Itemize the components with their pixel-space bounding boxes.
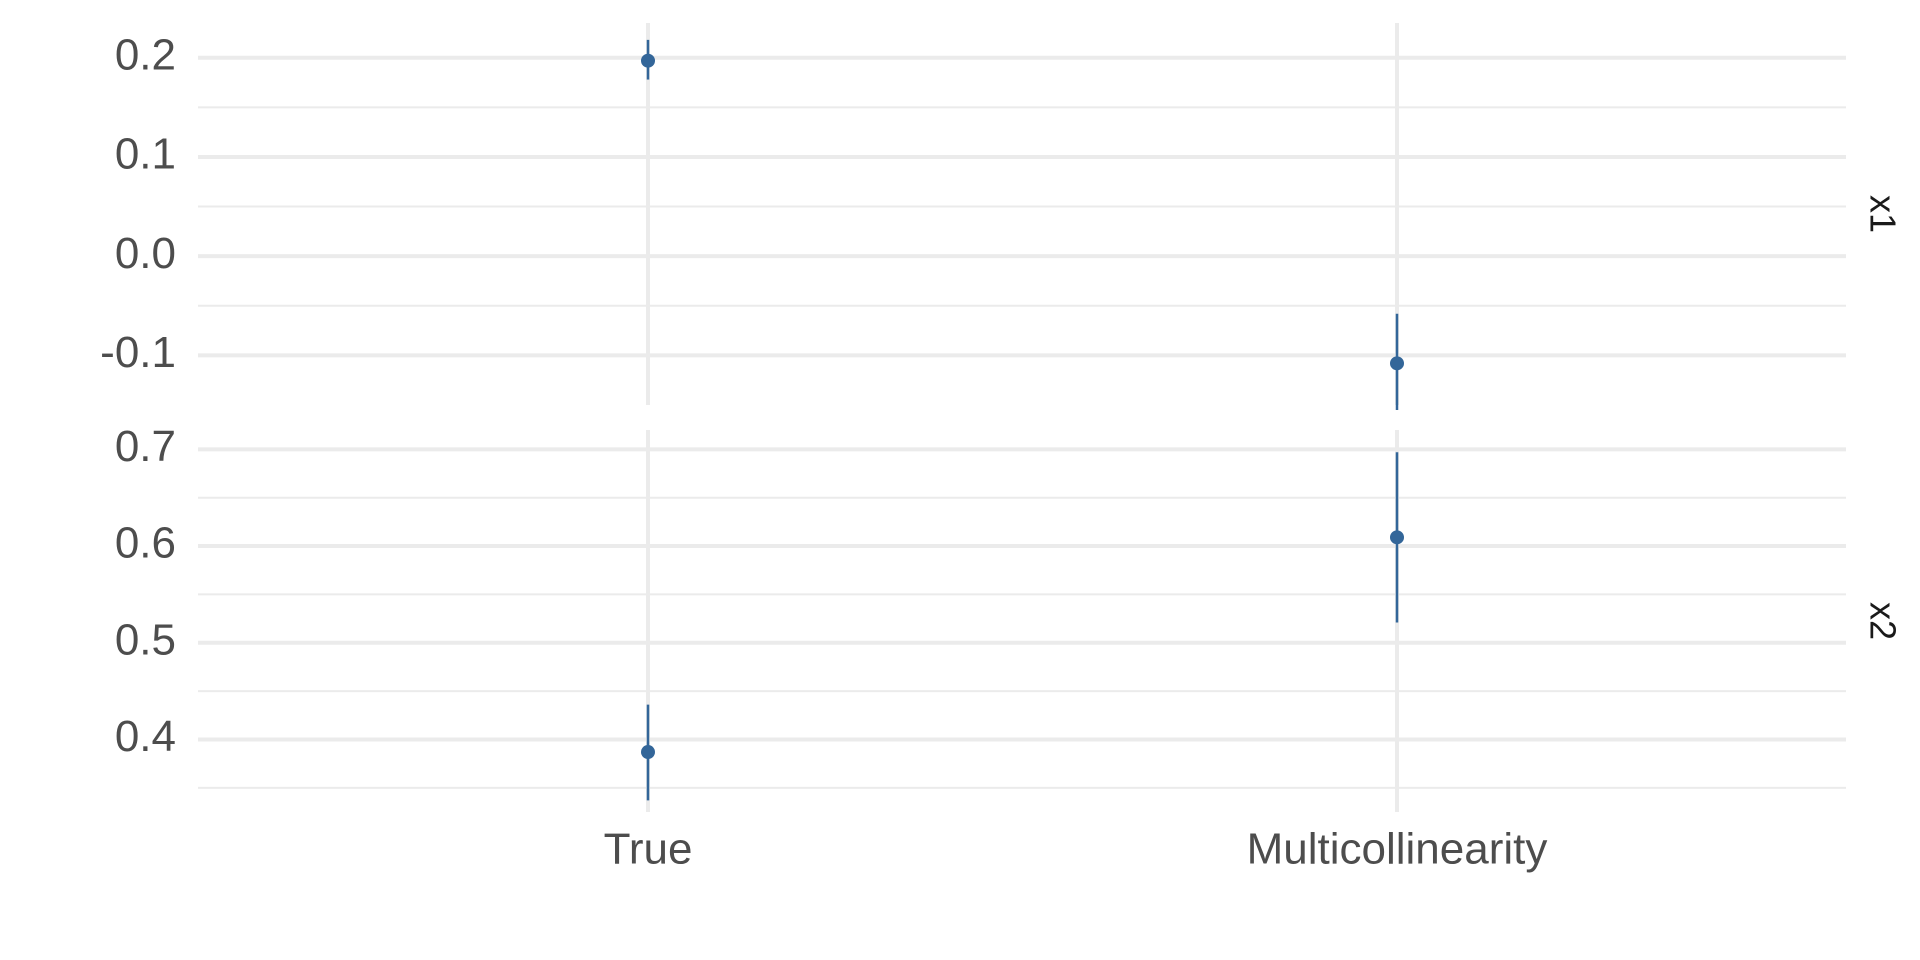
marks-layer <box>641 39 1404 801</box>
data-point <box>1390 530 1404 545</box>
labels-layer: True Multicollinearity -0.1 0.0 0.1 0.2 x1 0.4 0… <box>100 30 1903 873</box>
facet-strip-label: x1 <box>1862 195 1903 233</box>
y-tick-label: 0.6 <box>115 519 176 568</box>
grid-layer <box>198 23 1846 812</box>
data-point <box>641 745 655 760</box>
y-tick-label: 0.7 <box>115 422 176 471</box>
y-tick-label: 0.0 <box>115 229 176 278</box>
x-tick-label-1: Multicollinearity <box>1247 825 1548 874</box>
y-tick-label: 0.4 <box>115 712 176 761</box>
y-tick-label: 0.5 <box>115 615 176 664</box>
data-point <box>641 53 655 68</box>
y-tick-label: -0.1 <box>100 328 176 377</box>
y-tick-label: 0.1 <box>115 130 176 179</box>
y-tick-label: 0.2 <box>115 30 176 79</box>
x-tick-label-0: True <box>604 825 693 874</box>
facet-strip-label: x2 <box>1862 602 1903 640</box>
data-point <box>1390 356 1404 371</box>
